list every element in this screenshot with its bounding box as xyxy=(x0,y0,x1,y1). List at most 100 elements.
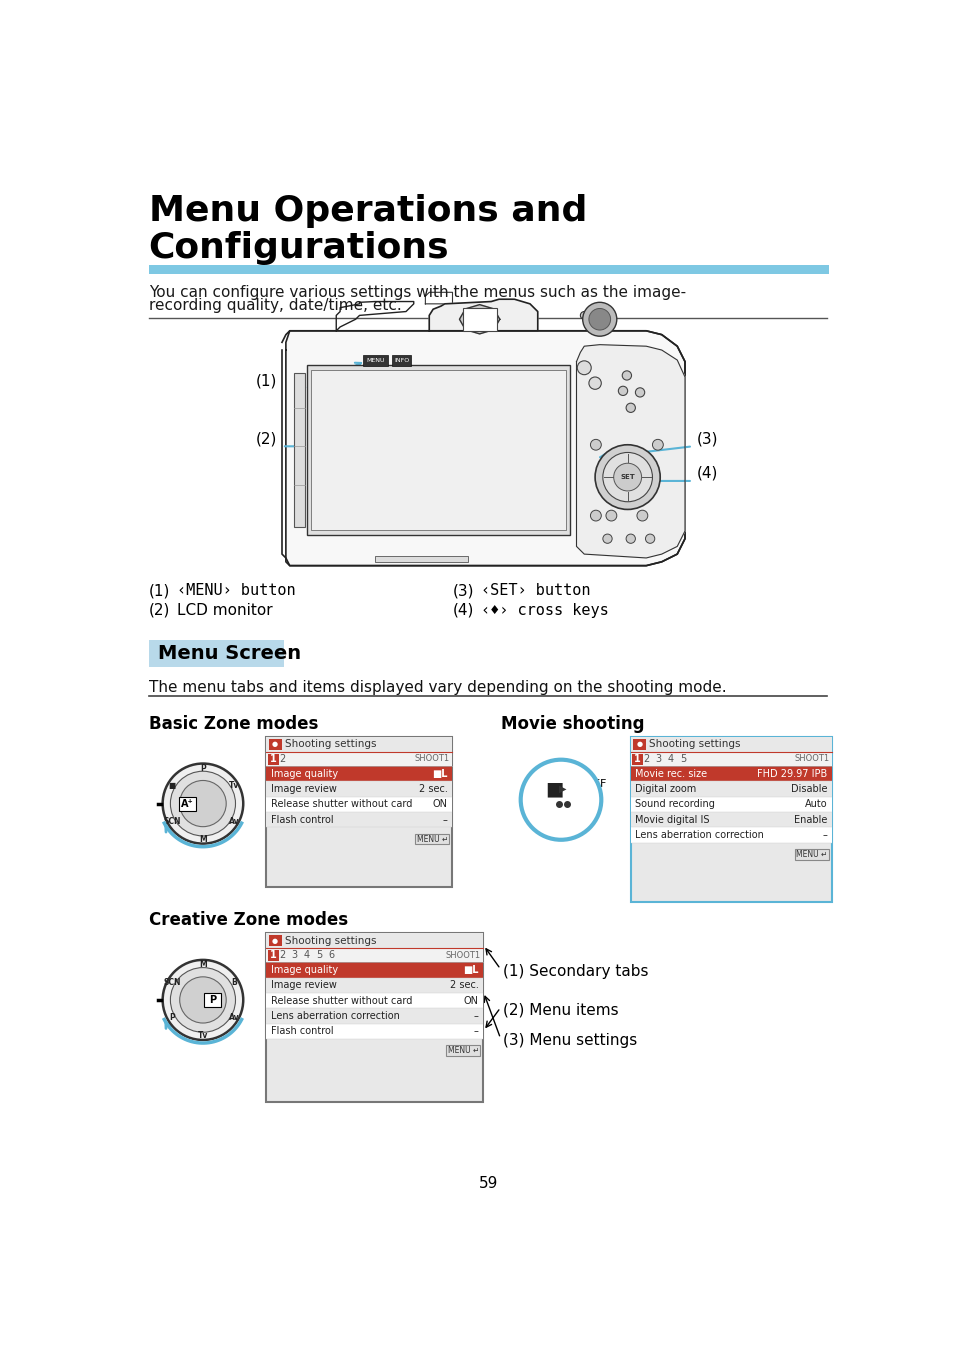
Circle shape xyxy=(179,976,226,1024)
Bar xyxy=(269,935,282,946)
Bar xyxy=(266,737,452,752)
Bar xyxy=(266,978,483,993)
Text: ●: ● xyxy=(272,937,277,944)
Text: ‹♦› cross keys: ‹♦› cross keys xyxy=(480,603,608,617)
Text: (3) Menu settings: (3) Menu settings xyxy=(502,1033,637,1048)
Text: ■L: ■L xyxy=(463,964,478,975)
Text: ■: ■ xyxy=(545,780,563,799)
Circle shape xyxy=(652,440,662,451)
Text: Image review: Image review xyxy=(271,784,336,794)
Bar xyxy=(630,765,831,781)
Circle shape xyxy=(162,764,243,843)
Circle shape xyxy=(171,967,235,1032)
Circle shape xyxy=(590,510,600,521)
Bar xyxy=(266,737,452,886)
Text: Release shutter without card: Release shutter without card xyxy=(271,995,412,1006)
Polygon shape xyxy=(576,344,684,558)
Bar xyxy=(415,834,449,845)
Text: MENU ↵: MENU ↵ xyxy=(447,1046,478,1056)
Text: A⁺: A⁺ xyxy=(181,799,193,808)
Text: The menu tabs and items displayed vary depending on the shooting mode.: The menu tabs and items displayed vary d… xyxy=(149,681,725,695)
Bar xyxy=(269,738,282,749)
Text: Av: Av xyxy=(229,816,239,826)
Text: Image review: Image review xyxy=(271,981,336,990)
Text: N OFF: N OFF xyxy=(572,779,605,790)
Circle shape xyxy=(621,371,631,381)
Circle shape xyxy=(582,303,617,336)
Bar xyxy=(149,265,828,274)
Text: SCN: SCN xyxy=(163,978,181,987)
Text: Image quality: Image quality xyxy=(271,768,338,779)
Text: –: – xyxy=(821,830,827,841)
Polygon shape xyxy=(429,299,537,331)
Text: ▶: ▶ xyxy=(558,784,566,794)
Text: Menu Screen: Menu Screen xyxy=(158,644,301,663)
Text: ON: ON xyxy=(433,799,447,810)
Text: ●: ● xyxy=(272,741,277,748)
Bar xyxy=(266,812,452,827)
Text: Movie shooting: Movie shooting xyxy=(500,716,644,733)
Circle shape xyxy=(605,510,617,521)
Text: 3: 3 xyxy=(655,755,661,764)
Text: 59: 59 xyxy=(478,1177,498,1192)
Bar xyxy=(630,796,831,812)
Text: INFO: INFO xyxy=(395,358,410,363)
Circle shape xyxy=(635,387,644,397)
Text: Enable: Enable xyxy=(794,815,827,824)
Bar xyxy=(794,849,828,859)
Text: Sound recording: Sound recording xyxy=(635,799,715,810)
Bar xyxy=(266,933,483,1103)
Circle shape xyxy=(590,440,600,451)
Bar xyxy=(630,737,831,752)
Text: 1: 1 xyxy=(634,755,640,764)
Text: Lens aberration correction: Lens aberration correction xyxy=(271,1011,399,1021)
Text: Tv: Tv xyxy=(197,1030,208,1040)
Text: Movie digital IS: Movie digital IS xyxy=(635,815,709,824)
Circle shape xyxy=(162,960,243,1040)
Text: 2: 2 xyxy=(278,755,285,764)
Text: 4: 4 xyxy=(303,951,310,960)
Text: 2: 2 xyxy=(278,951,285,960)
Bar xyxy=(294,373,305,527)
Text: ●: ● xyxy=(636,741,641,748)
Text: Disable: Disable xyxy=(790,784,827,794)
Text: P: P xyxy=(200,764,206,772)
Text: SHOOT1: SHOOT1 xyxy=(445,951,480,960)
Text: (1): (1) xyxy=(255,374,276,389)
Text: Movie rec. size: Movie rec. size xyxy=(635,768,707,779)
Text: Shooting settings: Shooting settings xyxy=(285,936,376,946)
Text: ■L: ■L xyxy=(432,768,447,779)
Text: MENU ↵: MENU ↵ xyxy=(796,850,827,859)
Circle shape xyxy=(179,780,226,827)
Bar xyxy=(266,1024,483,1040)
Text: 4: 4 xyxy=(667,755,674,764)
Text: Lens aberration correction: Lens aberration correction xyxy=(635,830,763,841)
Bar xyxy=(266,765,452,781)
Text: 2: 2 xyxy=(642,755,649,764)
Circle shape xyxy=(588,377,600,389)
Text: MENU: MENU xyxy=(366,358,385,363)
Text: (3): (3) xyxy=(696,432,718,447)
Circle shape xyxy=(577,360,591,375)
Circle shape xyxy=(171,771,235,837)
Text: You can configure various settings with the menus such as the image-: You can configure various settings with … xyxy=(149,285,685,300)
Text: ‹MENU› button: ‹MENU› button xyxy=(177,584,295,599)
Bar xyxy=(630,827,831,843)
Circle shape xyxy=(579,312,587,319)
Text: MENU ↵: MENU ↵ xyxy=(416,834,448,843)
Bar xyxy=(633,738,645,749)
Circle shape xyxy=(588,308,610,330)
Text: Release shutter without card: Release shutter without card xyxy=(271,799,412,810)
Text: –: – xyxy=(442,815,447,824)
Circle shape xyxy=(602,534,612,543)
Text: ‹SET› button: ‹SET› button xyxy=(480,584,590,599)
Text: 5: 5 xyxy=(315,951,322,960)
Text: recording quality, date/time, etc.: recording quality, date/time, etc. xyxy=(149,299,401,313)
Bar xyxy=(268,753,278,765)
Circle shape xyxy=(595,445,659,510)
Bar xyxy=(392,355,411,366)
Text: 2 sec.: 2 sec. xyxy=(418,784,447,794)
Circle shape xyxy=(618,386,627,395)
Bar xyxy=(266,796,452,812)
Text: 2 sec.: 2 sec. xyxy=(450,981,478,990)
